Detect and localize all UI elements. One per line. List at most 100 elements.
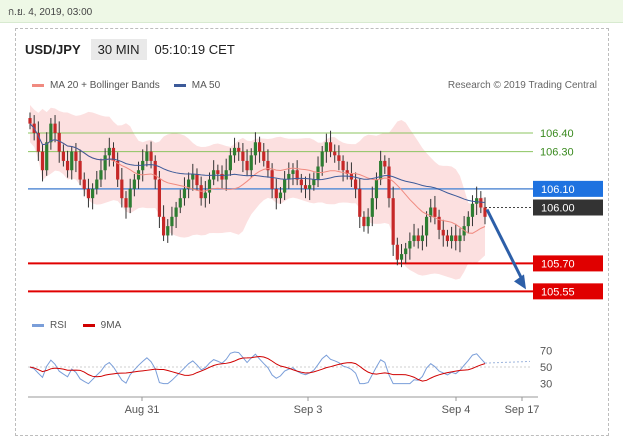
support-badge-105.55 bbox=[533, 283, 603, 300]
candle-body bbox=[333, 151, 337, 156]
rsi-tick-30: 30 bbox=[540, 379, 552, 391]
ma20-swatch bbox=[32, 84, 44, 87]
resistance-label-106.40: 106.40 bbox=[540, 128, 574, 140]
candle-body bbox=[303, 185, 308, 189]
candle-body bbox=[40, 151, 45, 171]
candle-body bbox=[399, 254, 404, 260]
support-label-105.55: 105.55 bbox=[541, 286, 575, 298]
candle-body bbox=[437, 216, 441, 230]
legend-rsi-label: RSI bbox=[50, 320, 67, 331]
resistance-label-106.30: 106.30 bbox=[540, 147, 574, 159]
candle-body bbox=[391, 198, 395, 245]
candle-body bbox=[470, 203, 475, 217]
candle-body bbox=[157, 179, 162, 217]
candle-body bbox=[441, 229, 445, 236]
candle-body bbox=[283, 179, 287, 193]
candle-body bbox=[207, 179, 212, 193]
time-label: 05:10:19 CET bbox=[154, 41, 235, 57]
candle-body bbox=[145, 151, 149, 161]
candle-body bbox=[416, 235, 420, 242]
candle-body bbox=[379, 160, 383, 180]
candle-body bbox=[149, 151, 153, 161]
candle-body bbox=[479, 198, 483, 208]
candle-body bbox=[374, 179, 379, 199]
candle-body bbox=[358, 188, 362, 217]
candle-body bbox=[187, 179, 191, 189]
candle-body bbox=[270, 170, 274, 189]
candle-body bbox=[120, 179, 124, 199]
candle-body bbox=[420, 235, 424, 242]
credit-text: Research © 2019 Trading Central bbox=[447, 80, 597, 91]
candle-body bbox=[124, 198, 128, 208]
candle-body bbox=[241, 151, 245, 161]
candle-body bbox=[466, 216, 470, 227]
support-label-105.70: 105.70 bbox=[541, 258, 575, 270]
candle-body bbox=[450, 235, 454, 242]
candle-body bbox=[57, 132, 61, 152]
candle-body bbox=[153, 160, 157, 180]
candle-body bbox=[195, 173, 199, 186]
candle-body bbox=[445, 235, 450, 242]
candle-body bbox=[45, 142, 49, 171]
candle-body bbox=[454, 235, 458, 242]
rsi-ma9-line bbox=[29, 355, 486, 382]
candle-body bbox=[166, 226, 170, 236]
candle-body bbox=[475, 198, 479, 204]
pivot-badge bbox=[533, 180, 603, 197]
chart-title: USD/JPY 30 MIN 05:10:19 CET bbox=[25, 38, 235, 60]
ma50-swatch bbox=[173, 84, 186, 87]
candle-body bbox=[237, 147, 241, 152]
legend-ma20-label: MA 20 + Bollinger Bands bbox=[50, 80, 160, 91]
legend-ma9: 9MA bbox=[82, 320, 121, 331]
ma9-swatch bbox=[82, 324, 95, 327]
candle-body bbox=[458, 235, 462, 242]
timeframe-badge[interactable]: 30 MIN bbox=[90, 38, 147, 60]
candle-body bbox=[249, 155, 253, 171]
ma50-line bbox=[29, 123, 486, 204]
datetime-label: ก.ย. 4, 2019, 03:00 bbox=[8, 7, 93, 18]
candle-body bbox=[99, 170, 103, 180]
candle-body bbox=[366, 216, 370, 227]
candle-body bbox=[408, 241, 412, 249]
last-price-label: 106.00 bbox=[541, 203, 575, 215]
last-price-badge bbox=[533, 199, 603, 216]
symbol-label: USD/JPY bbox=[25, 41, 81, 57]
candle-body bbox=[232, 147, 237, 156]
candle-body bbox=[387, 166, 391, 199]
candle-body bbox=[178, 198, 182, 208]
price-legend: MA 20 + Bollinger Bands MA 50 bbox=[32, 80, 234, 91]
candle-body bbox=[429, 207, 433, 217]
candle-body bbox=[216, 170, 220, 174]
forecast-arrow-shaft bbox=[485, 208, 525, 283]
candle-body bbox=[132, 179, 136, 189]
legend-ma50: MA 50 bbox=[173, 80, 220, 91]
x-tick-label: Sep 4 bbox=[442, 404, 471, 416]
candle-body bbox=[53, 123, 57, 133]
candle-body bbox=[337, 155, 341, 161]
candle-body bbox=[312, 179, 316, 186]
candle-body bbox=[287, 173, 291, 180]
candle-body bbox=[404, 248, 408, 255]
candle-body bbox=[36, 132, 40, 152]
candle-body bbox=[65, 160, 70, 171]
x-tick-label: Aug 31 bbox=[125, 404, 160, 416]
candle-body bbox=[412, 235, 416, 242]
candle-body bbox=[383, 160, 387, 167]
candle-body bbox=[170, 216, 174, 227]
candle-body bbox=[228, 155, 232, 171]
candle-body bbox=[262, 151, 266, 161]
candle-body bbox=[253, 142, 258, 156]
bollinger-band bbox=[30, 105, 485, 280]
x-tick-label: Sep 17 bbox=[505, 404, 540, 416]
candle-body bbox=[61, 151, 65, 161]
candle-body bbox=[362, 216, 366, 227]
candle-body bbox=[424, 216, 429, 236]
candle-body bbox=[49, 123, 53, 143]
candle-body bbox=[70, 151, 74, 171]
candle-body bbox=[370, 198, 374, 217]
x-tick-label: Sep 3 bbox=[294, 404, 323, 416]
rsi-swatch bbox=[32, 324, 44, 327]
candle-body bbox=[161, 216, 166, 236]
candle-body bbox=[128, 188, 132, 208]
